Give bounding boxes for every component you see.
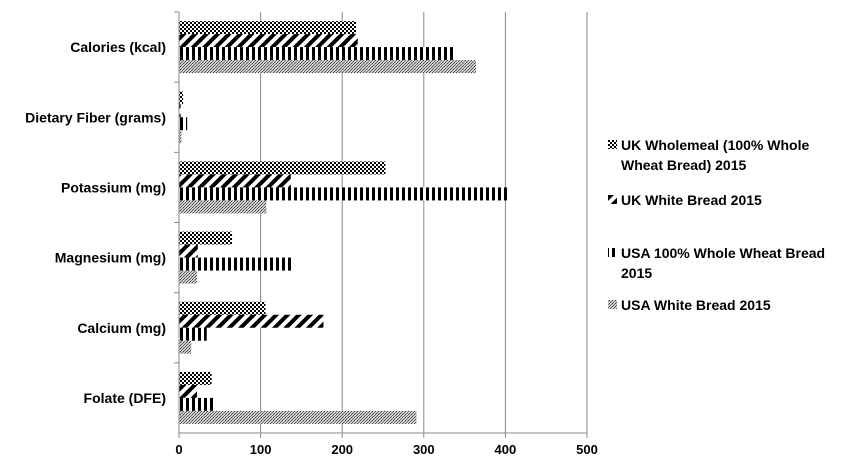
gridlines: [260, 12, 588, 433]
category-label: Calcium (mg): [77, 320, 166, 336]
bar-uk-wholemeal: [179, 91, 184, 105]
bar-uk-white: [179, 174, 291, 188]
bar-uk-wholemeal: [179, 301, 266, 315]
legend-label-uk-wholemeal: Wheat Bread) 2015: [621, 157, 746, 173]
bars: [179, 21, 510, 424]
category-label: Potassium (mg): [61, 179, 166, 195]
legend-label-uk-wholemeal: UK Wholemeal (100% Whole: [621, 137, 809, 153]
bar-usa-whole-wheat: [179, 187, 510, 201]
bar-usa-whole-wheat: [179, 397, 214, 411]
legend-label-usa-white: USA White Bread 2015: [621, 297, 771, 313]
bar-uk-wholemeal: [179, 161, 386, 175]
bar-usa-whole-wheat: [179, 257, 292, 271]
legend: UK Wholemeal (100% Whole Wheat Bread) 201…: [608, 137, 825, 313]
bar-uk-wholemeal: [179, 231, 233, 245]
x-tick-label-500: 500: [576, 442, 598, 457]
bar-usa-whole-wheat: [179, 117, 188, 131]
category-label: Magnesium (mg): [55, 250, 166, 266]
category-label: Calories (kcal): [70, 39, 166, 55]
bar-uk-white: [179, 244, 198, 258]
bar-usa-white: [179, 340, 192, 354]
bar-usa-whole-wheat: [179, 327, 207, 341]
legend-label-usa-whole-wheat: USA 100% Whole Wheat Bread: [621, 245, 825, 261]
bar-uk-wholemeal: [179, 21, 357, 35]
x-tick-label-100: 100: [250, 442, 272, 457]
category-label: Folate (DFE): [84, 390, 166, 406]
bar-usa-white: [179, 410, 417, 424]
axes: 0 100 200 300 400 500 Calories (kcal) Dietary F…: [25, 11, 598, 457]
x-tick-label-300: 300: [413, 442, 435, 457]
legend-label-usa-whole-wheat: 2015: [621, 265, 652, 281]
bar-usa-white: [179, 270, 197, 284]
bar-uk-white: [179, 104, 181, 118]
bar-usa-white: [179, 200, 267, 214]
legend-swatch-usa-whole-wheat: [608, 248, 617, 257]
x-tick-label-400: 400: [495, 442, 517, 457]
bar-usa-white: [179, 60, 477, 74]
bar-uk-white: [179, 34, 358, 48]
bar-uk-wholemeal: [179, 371, 212, 385]
legend-swatch-uk-wholemeal: [608, 140, 617, 149]
category-label: Dietary Fiber (grams): [25, 109, 166, 125]
bar-usa-whole-wheat: [179, 47, 454, 61]
x-tick-label-0: 0: [175, 442, 182, 457]
legend-label-uk-white: UK White Bread 2015: [621, 192, 762, 208]
bar-uk-white: [179, 384, 197, 398]
legend-swatch-uk-white: [608, 195, 617, 204]
legend-swatch-usa-white: [608, 300, 617, 309]
bar-uk-white: [179, 314, 324, 328]
bar-usa-white: [179, 130, 182, 144]
x-tick-label-200: 200: [331, 442, 353, 457]
